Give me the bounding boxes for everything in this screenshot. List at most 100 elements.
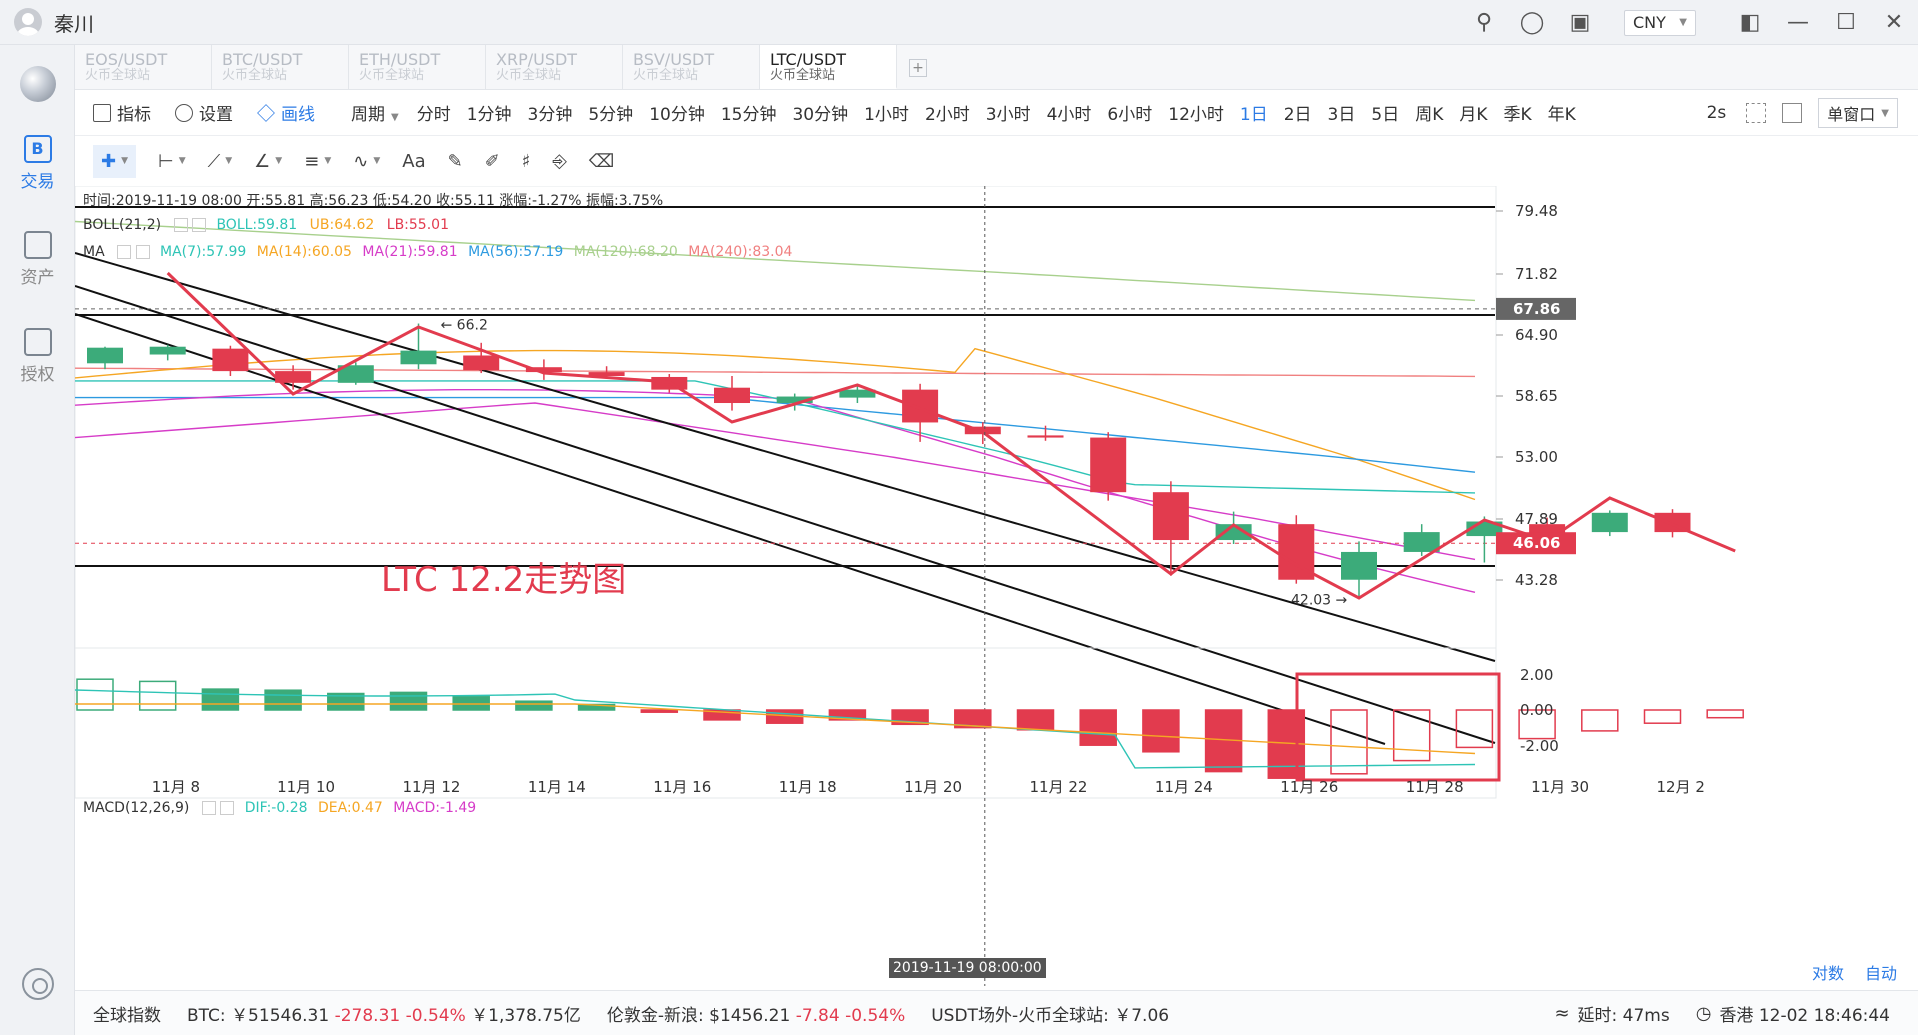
ma14-line [75,347,1476,501]
maximize-icon[interactable]: ☐ [1836,10,1856,35]
sidebar: B 交易 资产 授权 [0,45,75,1035]
bell-icon[interactable]: ⚲ [1475,10,1493,35]
wave-tool[interactable]: ∿ ▼ [353,151,380,172]
candle-body [337,365,374,383]
interval-7[interactable]: 1小时 [864,105,909,125]
shirt-icon[interactable]: ▣ [1569,10,1591,35]
currency-select[interactable]: CNY ▼ [1624,9,1696,36]
refresh-rate[interactable]: 2s [1706,103,1727,123]
gold-price: $1456.21 [709,1005,791,1026]
ma-close-icon[interactable] [135,245,150,259]
tab-ltc[interactable]: LTC/USDT 火币全球站 [760,45,897,89]
tab-bsv[interactable]: BSV/USDT 火币全球站 [623,45,760,89]
scale-log-button[interactable]: 对数 [1812,964,1845,983]
index-label[interactable]: 全球指数 [93,1005,161,1026]
text-tool[interactable]: Aa [402,150,426,172]
chart-icon [93,103,111,122]
macd-name: MACD(12,26,9) [83,800,190,816]
interval-4[interactable]: 10分钟 [649,105,705,125]
ma-settings-icon[interactable] [117,245,132,259]
boll-legend: BOLL(21,2) BOLL:59.81 UB:64.62 LB:55.01 [83,217,449,233]
window-mode-select[interactable]: 单窗口 ▼ [1818,98,1898,128]
interval-16[interactable]: 5日 [1371,105,1400,125]
interval-20[interactable]: 年K [1547,105,1576,125]
interval-17[interactable]: 周K [1415,105,1444,125]
hline-tool[interactable]: ⊢ ▼ [158,151,186,172]
wifi-icon: ≈ [1554,1003,1570,1024]
ruler-icon[interactable]: ✎ [447,150,463,172]
tab-xrp[interactable]: XRP/USDT 火币全球站 [486,45,623,89]
interval-11[interactable]: 6小时 [1107,105,1153,125]
interval-2[interactable]: 3分钟 [527,105,573,125]
candle-body [212,348,249,372]
layout-icon[interactable]: ◧ [1739,10,1761,35]
indicator-button[interactable]: 指标 [93,100,151,125]
draw-button[interactable]: 画线 [257,100,315,125]
boll-settings-icon[interactable] [173,218,188,232]
link-icon[interactable]: ♯ [521,150,531,172]
interval-10[interactable]: 4小时 [1046,105,1092,125]
interval-15[interactable]: 3日 [1327,105,1356,125]
interval-18[interactable]: 月K [1459,105,1488,125]
interval-12[interactable]: 12小时 [1168,105,1224,125]
lock-icon[interactable]: ⎆ [552,150,567,172]
period-dropdown[interactable]: 周期 ▼ [351,100,399,125]
interval-0[interactable]: 分时 [416,105,451,125]
tab-eth[interactable]: ETH/USDT 火币全球站 [349,45,486,89]
interval-13[interactable]: 1日 [1239,105,1268,125]
brush-icon[interactable]: ✐ [484,150,500,172]
usdt-label: USDT场外-火币全球站: [931,1005,1109,1026]
gold-ticker: 伦敦金-新浪: $1456.21 -7.84 -0.54% [607,1001,905,1026]
interval-1[interactable]: 1分钟 [466,105,512,125]
tab-eos[interactable]: EOS/USDT 火币全球站 [75,45,212,89]
channel-tool[interactable]: ≡ ▼ [304,151,331,172]
macd-value: MACD:-1.49 [393,800,477,816]
interval-9[interactable]: 3小时 [985,105,1031,125]
ma56-line [75,396,1476,473]
macd-bar [640,709,679,713]
macd-bar [138,680,177,711]
interval-6[interactable]: 30分钟 [792,105,849,125]
sidebar-item-authorize[interactable]: 授权 [0,328,75,385]
fullscreen-icon[interactable] [1746,103,1767,123]
hline-icon: ⊢ [158,150,174,172]
popout-icon[interactable] [1782,103,1803,123]
macd-bar [1079,709,1117,746]
interval-3[interactable]: 5分钟 [588,105,634,125]
macd-bar [1706,709,1744,719]
settings-icon[interactable] [22,968,54,1000]
macd-bar [1518,709,1556,740]
candlestick-chart[interactable]: ← 66.2 42.03 → 79.48 71.82 64.90 58.65 53.00 47… [75,186,1918,986]
chat-icon[interactable]: ◯ [1519,10,1545,35]
close-icon[interactable]: ✕ [1884,10,1904,35]
tab-btc[interactable]: BTC/USDT 火币全球站 [212,45,349,89]
interval-5[interactable]: 15分钟 [720,105,777,125]
chart-area[interactable]: ← 66.2 42.03 → 79.48 71.82 64.90 58.65 53.00 47… [75,186,1918,986]
minimize-icon[interactable]: — [1787,10,1809,35]
sidebar-item-assets[interactable]: 资产 [0,231,75,288]
tab-pair: BSV/USDT [633,50,715,69]
crosshair-tool[interactable]: ✚ ▼ [93,144,137,178]
candle-body [149,346,186,355]
interval-19[interactable]: 季K [1503,105,1532,125]
interval-8[interactable]: 2小时 [924,105,970,125]
trash-icon[interactable]: ⌫ [588,150,615,172]
avatar[interactable] [14,8,42,36]
add-tab-button[interactable]: + [909,59,927,77]
latency: 延时: 47ms [1577,1006,1670,1026]
boll-lb-line [75,402,1476,561]
angle-tool[interactable]: ∠ ▼ [254,151,282,172]
chevron-down-icon: ▼ [1881,107,1889,119]
macd-settings-icon[interactable] [201,801,216,815]
sidebar-item-trade[interactable]: B 交易 [0,135,75,192]
scale-auto-button[interactable]: 自动 [1865,964,1898,983]
settings-button[interactable]: 设置 [175,100,233,125]
candle-body [87,347,123,364]
boll-close-icon[interactable] [191,218,206,232]
chevron-down-icon: ▼ [275,156,283,166]
interval-14[interactable]: 2日 [1283,105,1312,125]
macd-close-icon[interactable] [220,801,235,815]
trendline-tool[interactable]: ⟋ ▼ [208,151,233,172]
btc-change: -278.31 [334,1005,401,1026]
candle-body [714,387,750,404]
